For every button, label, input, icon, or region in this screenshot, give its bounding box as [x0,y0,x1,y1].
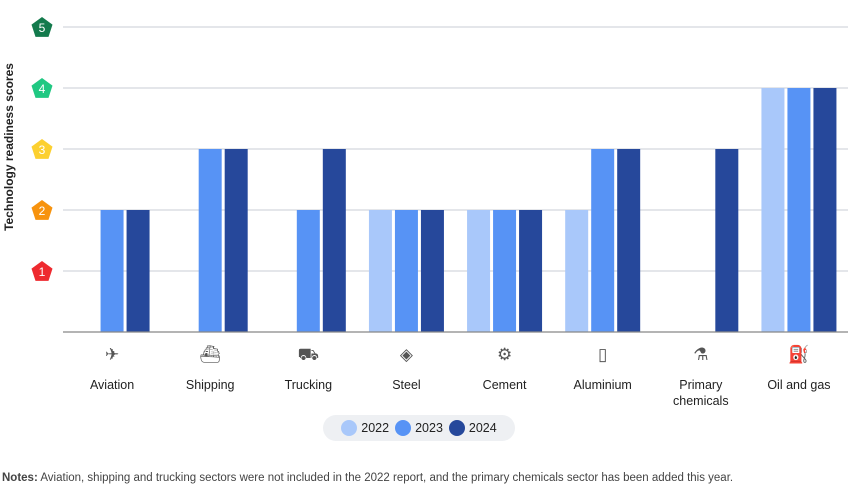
bar-2023-aluminium [591,149,615,332]
y-tick-label: 1 [39,265,46,279]
bar-2024-steel [420,210,444,332]
bar-2022-oil-and-gas [761,88,785,332]
bar-2023-steel [394,210,418,332]
aluminium-can-icon: ▯ [598,345,608,364]
bar-2022-steel [368,210,392,332]
legend-swatch [395,420,412,436]
y-tick-badge [31,200,53,220]
legend: 2022 2023 2024 [323,415,515,441]
bar-2023-oil-and-gas [787,88,811,332]
bar-2024-cement [519,210,543,332]
bar-2023-aviation [100,210,124,332]
y-tick-badge [31,78,53,98]
bar-2024-shipping [224,149,248,332]
oil-gas-barrel-icon: ⛽ [788,345,810,364]
bar-2024-oil-and-gas [813,88,837,332]
legend-item-2022: 2022 [341,420,389,436]
legend-label: 2022 [361,421,390,435]
notes-label: Notes: [2,472,38,484]
x-tick-label: Shipping [185,378,235,392]
legend-label: 2023 [415,421,443,435]
legend-item-2023: 2023 [395,420,443,436]
legend-label: 2024 [468,421,497,435]
bar-2024-primary-chemicals [715,149,739,332]
y-tick-label: 3 [39,143,46,157]
bar-2024-aluminium [617,149,641,332]
x-tick-label: Aviation [89,378,135,392]
x-tick-label: Trucking [284,378,333,392]
bar-2023-cement [493,210,517,332]
bar-2022-aluminium [565,210,589,332]
chemical-jerrycan-icon: ⚗ [693,345,709,364]
y-tick-badge [31,261,53,281]
notes-text: Aviation, shipping and trucking sectors … [37,472,734,484]
bar-2022-cement [467,210,491,332]
x-tick-label: Aluminium [573,378,632,392]
legend-swatch [341,420,358,436]
y-axis-label: Technology readiness scores [2,63,16,231]
x-tick-label: Steel [392,378,421,392]
x-tick-label: Primary chemicals [673,378,729,408]
bar-2024-aviation [126,210,150,332]
bar-2023-trucking [296,210,320,332]
steel-beam-icon: ◈ [399,345,413,364]
y-tick-badge [31,139,53,159]
notes: Notes: Aviation, shipping and trucking s… [2,472,733,484]
ship-icon: ⛴ [199,345,221,364]
y-tick-label: 5 [39,21,46,35]
y-tick-badge [31,17,53,37]
cement-mixer-icon: ⚙ [496,345,513,364]
y-tick-label: 4 [39,82,46,96]
x-tick-label: Oil and gas [767,378,831,392]
x-tick-label: Cement [482,378,527,392]
bar-2023-shipping [198,149,222,332]
legend-swatch [448,420,465,436]
bar-2024-trucking [322,149,346,332]
truck-icon: ⛟ [297,345,319,364]
airplane-tail-icon: ✈ [104,345,120,364]
legend-item-2024: 2024 [448,420,497,436]
y-tick-label: 2 [39,204,46,218]
